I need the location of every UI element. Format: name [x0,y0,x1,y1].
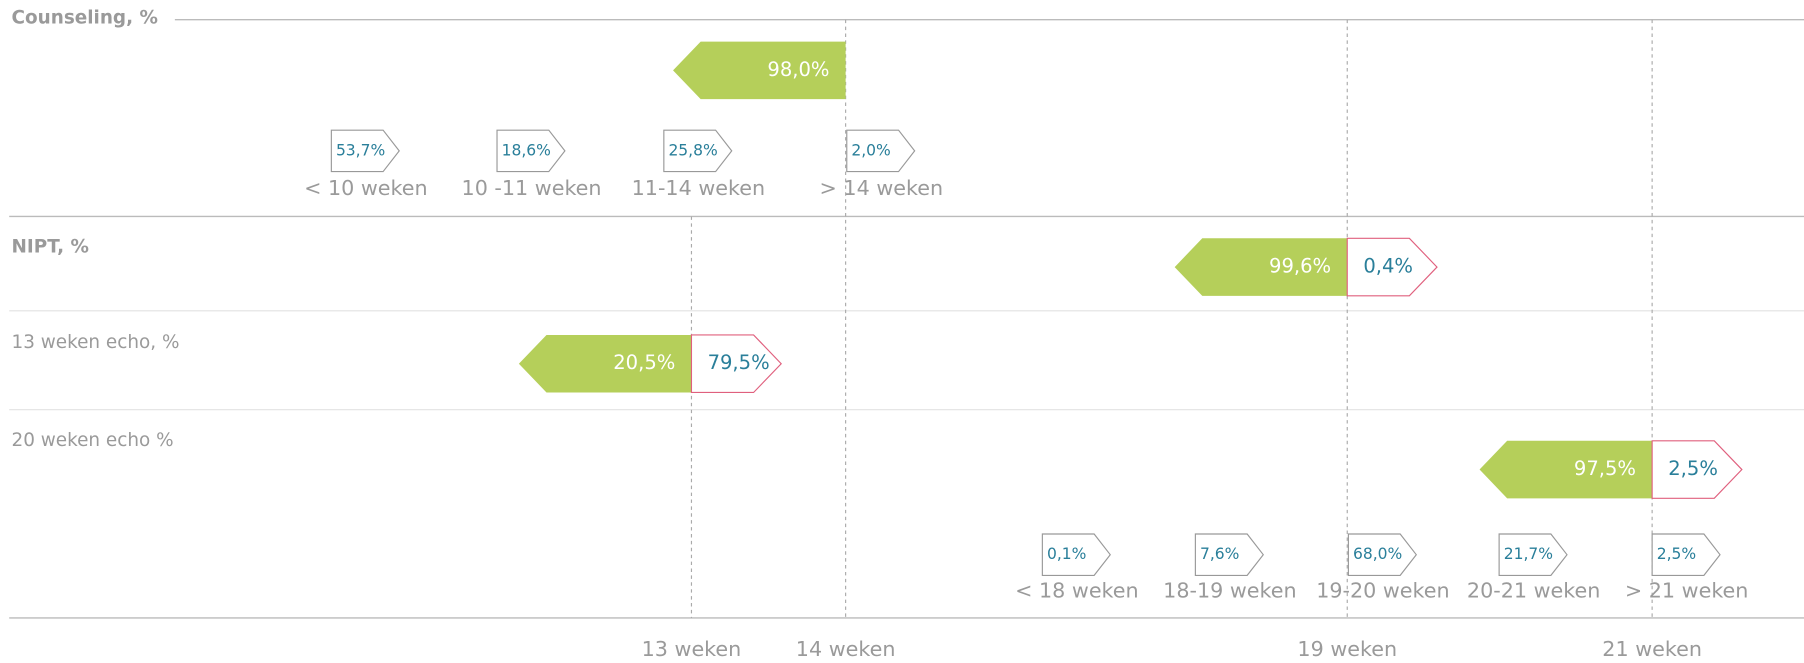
green-arrow [518,334,692,393]
tag-value: 25,8% [668,141,717,159]
tag-label: > 14 weken [820,176,944,200]
green-value: 97,5% [1574,457,1636,480]
tag-label: < 10 weken [304,176,428,200]
tag-label: 11-14 weken [632,176,765,200]
green-value: 99,6% [1269,255,1331,278]
row-title: Counseling, % [12,8,158,29]
tag-label: 18-19 weken [1163,579,1296,603]
tag [1041,533,1111,576]
green-arrow [1479,440,1653,499]
tag-value: 0,1% [1047,545,1086,563]
tag [846,129,916,173]
axis-label: 19 weken [1297,637,1397,661]
tag [1498,533,1568,576]
tag-value: 2,5% [1657,545,1696,563]
pink-arrow [1346,237,1438,297]
axis-label: 14 weken [796,637,896,661]
tag-value: 21,7% [1504,545,1553,563]
pink-arrow [690,334,782,394]
row-title: NIPT, % [12,237,89,258]
tag [1651,533,1721,576]
green-value: 98,0% [767,58,829,81]
tag-value: 7,6% [1200,545,1239,563]
pink-value: 2,5% [1668,457,1718,480]
axis-label: 21 weken [1602,637,1702,661]
tag-value: 53,7% [336,141,385,159]
tag-value: 18,6% [502,141,551,159]
green-arrow [1174,238,1348,296]
guides [690,19,1653,618]
tag-value: 2,0% [851,141,890,159]
tag-label: 20-21 weken [1467,579,1600,603]
green-arrow [673,41,846,100]
pink-value: 0,4% [1363,255,1413,278]
tag-label: 10 -11 weken [462,176,602,200]
tag [496,129,566,173]
tag-value: 68,0% [1353,545,1402,563]
tag [663,129,733,173]
row-title: 13 weken echo, % [12,332,180,353]
tag [330,129,400,173]
row-title: 20 weken echo % [12,430,174,451]
tag-label: < 18 weken [1015,579,1139,603]
green-value: 20,5% [613,351,675,374]
tag [1347,533,1418,576]
pink-arrow [1651,440,1743,499]
axis-label: 13 weken [642,637,742,661]
tag-label: > 21 weken [1625,579,1749,603]
tag [1194,533,1264,576]
tag-label: 19-20 weken [1316,579,1449,603]
pink-value: 79,5% [708,351,770,374]
